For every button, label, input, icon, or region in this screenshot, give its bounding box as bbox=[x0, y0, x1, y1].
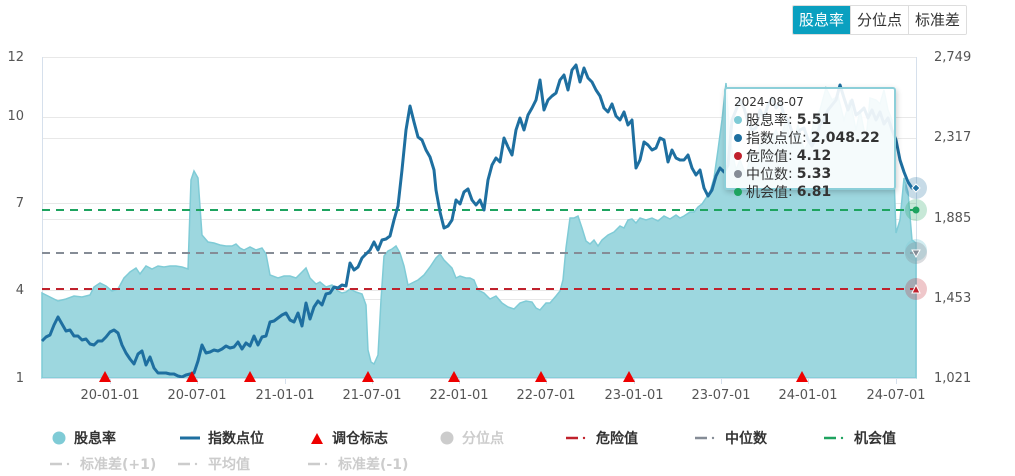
x-tick-label: 22-01-01 bbox=[429, 388, 489, 403]
tooltip-row-opportunity: 机会值: 6.81 bbox=[734, 183, 886, 201]
x-tick-label: 23-01-01 bbox=[604, 388, 664, 403]
legend-item-mean[interactable]: 平均值 bbox=[178, 454, 250, 474]
x-tick-label: 22-07-01 bbox=[516, 388, 576, 403]
x-tick-label: 20-07-01 bbox=[167, 388, 227, 403]
tooltip-value: 4.12 bbox=[796, 148, 832, 164]
x-tick-label: 21-07-01 bbox=[342, 388, 402, 403]
tooltip-value: 5.33 bbox=[796, 166, 832, 182]
legend-label: 中位数 bbox=[725, 431, 767, 447]
circle-legend-icon bbox=[52, 431, 66, 445]
index-points-dot-icon bbox=[734, 134, 742, 142]
legend-item-median[interactable]: 中位数 bbox=[695, 428, 767, 448]
rebalance-markers bbox=[99, 371, 808, 382]
tooltip-label: 危险值 bbox=[746, 149, 788, 165]
legend-item-rebalance[interactable]: 调仓标志 bbox=[310, 428, 388, 448]
rebalance-marker-icon bbox=[535, 371, 547, 382]
legend-item-index-points[interactable]: 指数点位 bbox=[180, 428, 264, 448]
rebalance-marker-icon bbox=[362, 371, 374, 382]
y-left-tick: 7 bbox=[15, 196, 24, 211]
tab-dividend-yield[interactable]: 股息率 bbox=[793, 6, 851, 34]
dash-dot-legend-icon bbox=[178, 462, 198, 466]
rebalance-marker-icon bbox=[99, 371, 111, 382]
opportunity-dot-icon bbox=[734, 188, 742, 196]
chart-tooltip: 2024-08-07 股息率: 5.51 指数点位: 2,048.22 危险值:… bbox=[724, 87, 896, 201]
tooltip-label: 机会值 bbox=[746, 185, 788, 201]
tab-percentile[interactable]: 分位点 bbox=[850, 6, 909, 34]
legend-label: 指数点位 bbox=[208, 431, 264, 447]
dash-dot-legend-icon bbox=[308, 462, 328, 466]
tooltip-label: 中位数 bbox=[746, 167, 788, 183]
danger-dot-icon bbox=[734, 152, 742, 160]
legend-label: 机会值 bbox=[854, 431, 896, 447]
tooltip-date: 2024-08-07 bbox=[734, 95, 804, 109]
y-right-tick: 1,021 bbox=[934, 371, 972, 386]
tooltip-label: 指数点位 bbox=[746, 131, 802, 147]
dash-dot-legend-icon bbox=[695, 436, 715, 440]
tooltip-row-median: 中位数: 5.33 bbox=[734, 165, 886, 183]
tooltip-value: 2,048.22 bbox=[810, 130, 880, 146]
x-tick-label: 24-01-01 bbox=[778, 388, 838, 403]
dash-dot-legend-icon bbox=[50, 462, 70, 466]
legend-label: 平均值 bbox=[208, 457, 250, 473]
x-tick-label: 23-07-01 bbox=[691, 388, 751, 403]
tooltip-value: 5.51 bbox=[796, 112, 832, 128]
y-left-tick: 4 bbox=[15, 283, 24, 298]
dividend-yield-dot-icon bbox=[734, 116, 742, 124]
line-legend-icon bbox=[180, 436, 200, 440]
triangle-legend-icon bbox=[311, 433, 323, 444]
endpoint-markers bbox=[905, 177, 927, 300]
y-right-tick: 1,453 bbox=[934, 291, 972, 306]
legend-label: 股息率 bbox=[74, 431, 116, 447]
tooltip-row-dividend-yield: 股息率: 5.51 bbox=[734, 111, 886, 129]
x-tick-label: 24-07-01 bbox=[866, 388, 926, 403]
rebalance-marker-icon bbox=[244, 371, 256, 382]
tooltip-value: 6.81 bbox=[796, 184, 832, 200]
legend-item-percentile[interactable]: 分位点 bbox=[440, 428, 504, 448]
tooltip-label: 股息率 bbox=[746, 113, 788, 129]
x-tick-label: 21-01-01 bbox=[255, 388, 315, 403]
y-right-tick: 2,317 bbox=[934, 130, 972, 145]
legend-label: 分位点 bbox=[462, 431, 504, 447]
legend-item-dividend-yield[interactable]: 股息率 bbox=[52, 428, 116, 448]
legend-item-opportunity[interactable]: 机会值 bbox=[824, 428, 896, 448]
legend-label: 危险值 bbox=[596, 431, 638, 447]
median-dot-icon bbox=[734, 170, 742, 178]
rebalance-marker-icon bbox=[448, 371, 460, 382]
y-right-tick: 1,885 bbox=[934, 211, 972, 226]
circle-legend-icon bbox=[440, 431, 454, 445]
dash-dot-legend-icon bbox=[824, 436, 844, 440]
rebalance-marker-icon bbox=[186, 371, 198, 382]
tab-std-dev[interactable]: 标准差 bbox=[908, 6, 967, 34]
tooltip-row-index-points: 指数点位: 2,048.22 bbox=[734, 129, 886, 147]
dash-dot-legend-icon bbox=[566, 436, 586, 440]
legend-label: 标准差(+1) bbox=[80, 457, 157, 473]
rebalance-marker-icon bbox=[796, 371, 808, 382]
x-tick-label: 20-01-01 bbox=[80, 388, 140, 403]
legend-label: 调仓标志 bbox=[332, 431, 388, 447]
y-right-tick: 2,749 bbox=[934, 50, 972, 65]
y-left-tick: 1 bbox=[15, 371, 24, 386]
metric-tabs: 股息率 分位点 标准差 bbox=[792, 5, 968, 35]
y-left-tick: 12 bbox=[7, 50, 24, 65]
legend-item-std-plus-1[interactable]: 标准差(+1) bbox=[50, 454, 156, 474]
legend-item-danger[interactable]: 危险值 bbox=[566, 428, 638, 448]
x-tick-marks bbox=[42, 378, 916, 384]
rebalance-marker-icon bbox=[623, 371, 635, 382]
legend-label: 标准差(-1) bbox=[338, 457, 409, 473]
tooltip-row-danger: 危险值: 4.12 bbox=[734, 147, 886, 165]
y-left-tick: 10 bbox=[7, 109, 24, 124]
legend-item-std-minus-1[interactable]: 标准差(-1) bbox=[308, 454, 408, 474]
